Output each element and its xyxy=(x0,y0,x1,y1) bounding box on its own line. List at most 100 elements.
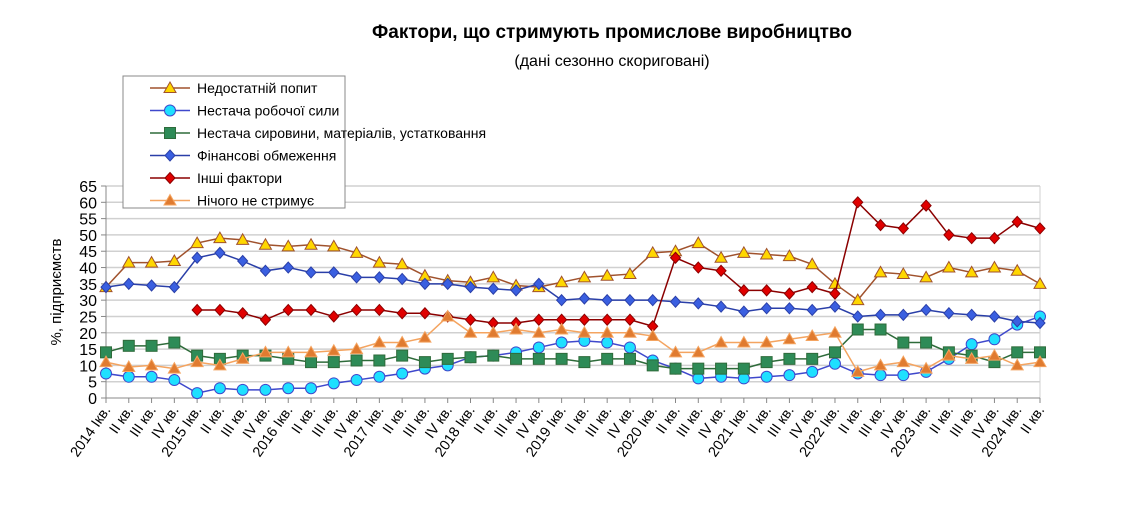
data-point xyxy=(419,277,431,291)
data-point xyxy=(828,346,841,359)
x-tick-label: 2014 Iкв. xyxy=(68,403,115,460)
data-point xyxy=(715,264,727,278)
data-point xyxy=(691,236,706,249)
data-point xyxy=(965,231,978,245)
data-point xyxy=(714,250,728,263)
data-point xyxy=(601,352,614,365)
data-point xyxy=(987,260,1002,273)
data-point xyxy=(418,356,431,369)
data-point xyxy=(623,325,637,338)
data-point xyxy=(736,245,751,258)
data-point xyxy=(145,339,158,352)
data-point xyxy=(760,302,773,315)
data-point xyxy=(191,303,203,317)
data-point xyxy=(510,284,522,297)
y-tick-label: 40 xyxy=(79,261,97,278)
data-point xyxy=(304,345,318,358)
data-point xyxy=(759,335,774,348)
data-point xyxy=(237,254,249,268)
y-tick-label: 5 xyxy=(88,375,97,392)
data-point xyxy=(122,339,135,352)
data-point xyxy=(441,352,454,365)
data-point xyxy=(326,239,341,252)
y-tick-label: 30 xyxy=(79,293,97,310)
data-point xyxy=(828,357,841,370)
data-point xyxy=(964,265,979,278)
data-point xyxy=(783,352,796,365)
y-tick-label: 35 xyxy=(79,277,97,294)
data-point xyxy=(373,370,386,383)
data-point xyxy=(213,231,227,244)
data-point xyxy=(715,362,728,375)
data-point xyxy=(191,251,203,264)
data-point xyxy=(851,323,864,336)
data-point xyxy=(600,268,615,281)
series-5 xyxy=(99,309,1047,377)
data-point xyxy=(532,352,545,365)
y-tick-label: 15 xyxy=(79,342,97,359)
data-point xyxy=(942,260,956,273)
data-point xyxy=(372,255,387,268)
data-point xyxy=(99,355,113,368)
data-point xyxy=(236,383,249,396)
data-point xyxy=(806,303,818,317)
data-point xyxy=(259,313,272,326)
y-tick-label: 0 xyxy=(88,391,97,408)
data-point xyxy=(806,365,819,378)
data-point xyxy=(396,367,409,380)
legend-marker xyxy=(164,149,176,162)
y-tick-label: 25 xyxy=(79,309,97,326)
data-point xyxy=(214,246,226,260)
data-point xyxy=(486,270,501,283)
data-point xyxy=(305,303,317,317)
data-point xyxy=(600,325,615,338)
data-point xyxy=(305,356,318,369)
legend-label: Нічого не стримує xyxy=(197,193,314,209)
data-point xyxy=(167,361,182,374)
data-point xyxy=(487,282,499,295)
data-point xyxy=(350,271,363,284)
data-point xyxy=(669,251,682,264)
data-point xyxy=(1034,316,1046,330)
data-point xyxy=(783,302,796,315)
data-point xyxy=(168,374,181,387)
data-point xyxy=(852,310,864,323)
legend-label: Нестача робочої сили xyxy=(197,103,339,119)
data-point xyxy=(349,245,364,258)
data-point xyxy=(100,280,112,294)
data-point xyxy=(874,308,887,322)
data-point xyxy=(327,377,340,390)
data-point xyxy=(533,277,545,291)
data-point xyxy=(988,231,1001,245)
data-point xyxy=(692,362,705,375)
data-point xyxy=(624,313,636,326)
data-point xyxy=(373,354,386,367)
data-point xyxy=(874,218,887,232)
data-point xyxy=(509,322,523,335)
y-tick-label: 45 xyxy=(79,244,97,261)
data-point xyxy=(168,280,181,294)
data-point xyxy=(442,277,454,291)
data-point xyxy=(897,308,909,322)
data-point xyxy=(1011,315,1023,328)
data-point xyxy=(873,265,888,278)
data-point xyxy=(691,345,706,358)
data-point xyxy=(510,352,523,365)
data-point xyxy=(486,325,501,338)
data-point xyxy=(578,356,591,369)
data-point xyxy=(1033,276,1047,289)
data-point xyxy=(554,322,569,335)
series-group xyxy=(99,196,1047,400)
data-point xyxy=(738,284,750,297)
data-point xyxy=(282,382,295,395)
data-point xyxy=(737,362,750,375)
data-point xyxy=(464,313,477,326)
data-point xyxy=(395,257,410,270)
data-point xyxy=(987,348,1002,361)
data-point xyxy=(578,313,591,326)
data-point xyxy=(850,364,865,377)
data-point xyxy=(282,303,294,317)
data-point xyxy=(897,336,910,349)
data-point xyxy=(258,345,273,358)
data-point xyxy=(326,343,341,356)
